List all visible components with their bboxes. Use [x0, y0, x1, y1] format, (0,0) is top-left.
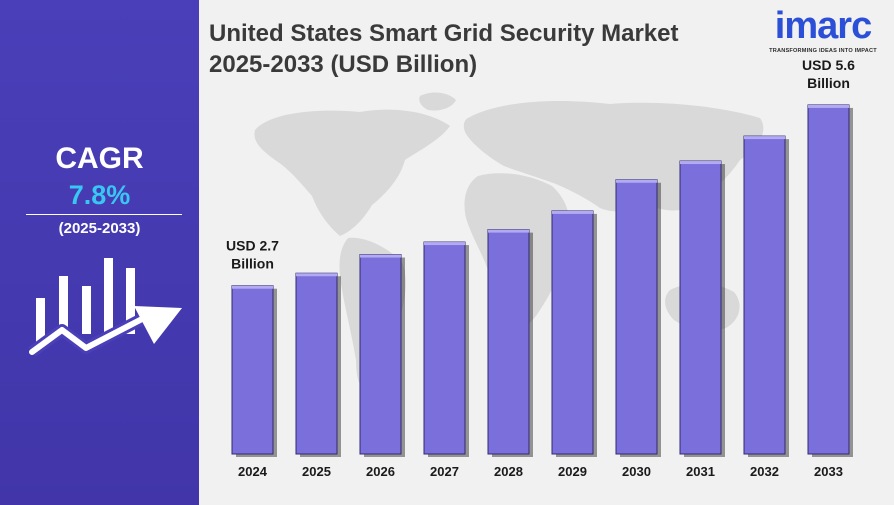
bar-body [743, 135, 786, 455]
bar-2031 [679, 160, 725, 458]
bar-2026 [359, 254, 405, 457]
data-label-2033-value: USD 5.6 [802, 57, 855, 73]
bar-body [231, 285, 274, 455]
bar-highlight [808, 104, 849, 108]
bar-2028 [487, 229, 533, 457]
data-label-2024-unit: Billion [231, 256, 274, 272]
bar-2024 [231, 285, 277, 457]
chart-title: United States Smart Grid Security Market… [209, 18, 749, 80]
data-label-2024-value: USD 2.7 [226, 238, 279, 254]
bar-highlight [744, 136, 785, 140]
bar-body [295, 272, 338, 455]
logo-tagline: TRANSFORMING IDEAS INTO IMPACT [769, 48, 877, 54]
bar-2032 [743, 135, 789, 457]
bar-highlight [296, 273, 337, 277]
chart-title-line2: 2025-2033 (USD Billion) [209, 51, 478, 78]
chart-title-line1: United States Smart Grid Security Market [209, 20, 679, 47]
bar-highlight [424, 242, 465, 246]
x-tick-2031: 2031 [686, 464, 715, 479]
x-tick-2027: 2027 [430, 464, 459, 479]
bar-highlight [616, 179, 657, 183]
bar-highlight [360, 254, 401, 258]
divider [26, 214, 182, 215]
cagr-label: CAGR [55, 142, 144, 175]
data-labels: USD 2.7 Billion USD 5.6 Billion [226, 57, 855, 272]
bar-2025 [295, 272, 341, 457]
x-axis-ticks: 2024 2025 2026 2027 2028 2029 2030 2031 2032 2033 [238, 464, 843, 479]
bars [231, 104, 853, 458]
bar-2027 [423, 241, 469, 457]
logo-wordmark: imarc [774, 5, 872, 47]
x-tick-2025: 2025 [302, 464, 331, 479]
bar-highlight [680, 161, 721, 165]
x-tick-2024: 2024 [238, 464, 268, 479]
cagr-sidebar: CAGR 7.8% (2025-2033) [0, 0, 199, 505]
bar-growth-arrow-icon [28, 258, 182, 357]
bar-highlight [232, 285, 273, 289]
bar-body [807, 104, 850, 455]
bar-body [423, 241, 466, 455]
cagr-value: 7.8% [68, 180, 131, 210]
bar-body [615, 179, 658, 455]
bar-body [359, 254, 402, 455]
x-tick-2032: 2032 [750, 464, 779, 479]
x-tick-2033: 2033 [814, 464, 843, 479]
bar-body [487, 229, 530, 455]
bar-highlight [552, 210, 593, 214]
x-tick-2026: 2026 [366, 464, 395, 479]
bar-body [551, 210, 594, 455]
imarc-logo: imarc TRANSFORMING IDEAS INTO IMPACT [762, 6, 884, 54]
bar-body [679, 160, 722, 455]
x-tick-2029: 2029 [558, 464, 587, 479]
bar-2030 [615, 179, 661, 457]
x-tick-2030: 2030 [622, 464, 651, 479]
data-label-2033-unit: Billion [807, 75, 850, 91]
bar-2033 [807, 104, 853, 457]
bar-highlight [488, 229, 529, 233]
x-tick-2028: 2028 [494, 464, 523, 479]
bar-2029 [551, 210, 597, 457]
cagr-period: (2025-2033) [58, 220, 141, 237]
